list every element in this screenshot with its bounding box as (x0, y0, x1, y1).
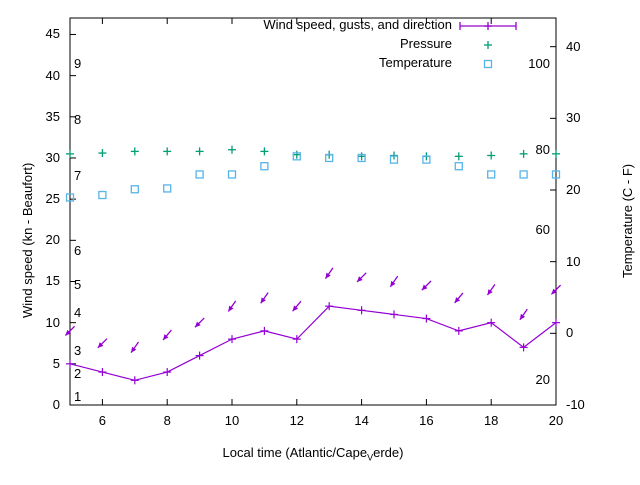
temperature-point-marker (487, 170, 496, 179)
y-axis-label-left: 15 (45, 273, 60, 289)
y-axis-title-right: Temperature (C - F) (620, 163, 635, 278)
wind-direction-arrow-head (325, 272, 331, 279)
y-axis-label-left: 5 (52, 355, 60, 371)
fahrenheit-scale-label: 80 (535, 142, 550, 157)
y-axis-label-right: 10 (566, 253, 581, 269)
wind-direction-arrow-head (228, 305, 234, 312)
x-axis-title: Local time (Atlantic/CapeVerde) (222, 445, 404, 463)
wind-direction-arrow-head (357, 276, 363, 282)
y-axis-label-left: 30 (45, 149, 60, 165)
wind-direction-arrow-head (260, 297, 266, 304)
y-axis-label-right: 30 (566, 110, 581, 126)
x-axis-label: 6 (98, 413, 107, 428)
y-axis-label-left: 0 (52, 397, 60, 412)
temperature-point-marker (292, 152, 301, 161)
plot-border (69, 17, 557, 406)
wind-direction-arrow-head (292, 305, 299, 312)
fahrenheit-scale-label: 20 (535, 372, 550, 387)
beaufort-scale-label: 8 (74, 112, 82, 127)
temperature-point-marker (65, 193, 75, 202)
wind-direction-arrow-head (97, 342, 104, 348)
wind-direction-arrow-head (487, 289, 493, 296)
wind-direction-arrow-head (131, 346, 137, 353)
wind-direction-arrow-head (519, 313, 526, 320)
beaufort-scale-label: 7 (74, 168, 82, 183)
wind-direction-arrow-head (65, 329, 72, 336)
beaufort-scale-label: 6 (74, 243, 82, 258)
y-axis-label-left: 25 (45, 191, 60, 207)
beaufort-scale-label: 3 (74, 343, 82, 358)
temperature-point-marker (195, 170, 204, 179)
y-axis-label-left: 20 (45, 232, 60, 248)
y-axis-label-right: 40 (566, 38, 581, 54)
temperature-point-marker (325, 153, 334, 163)
beaufort-scale-label: 1 (74, 389, 82, 404)
y-axis-title-left: Wind speed (kn - Beaufort) (20, 162, 35, 318)
wind-direction-arrow-head (421, 284, 428, 291)
y-axis-label-right: 0 (566, 325, 574, 341)
y-axis-label-right: -10 (566, 397, 585, 412)
temperature-point-marker (130, 185, 139, 194)
x-axis-label: 18 (483, 413, 499, 428)
y-axis-label-left: 10 (45, 314, 60, 330)
fahrenheit-scale-label: 60 (535, 222, 550, 237)
legend-entry-1: Wind speed, gusts, and direction (263, 17, 452, 32)
y-axis-label-left: 40 (45, 67, 60, 83)
temperature-point-marker (422, 155, 431, 164)
legend-entry-2: Pressure (399, 36, 452, 51)
temperature-point-marker (454, 162, 463, 171)
wind-direction-arrow-head (390, 280, 396, 287)
wind-direction-arrow-head (454, 297, 461, 303)
wind-direction-arrow-head (195, 321, 201, 328)
temperature-point-marker (551, 170, 561, 179)
y-axis-label-right: 20 (566, 182, 581, 197)
temperature-point-marker (389, 155, 399, 164)
x-axis-label: 12 (289, 413, 305, 428)
beaufort-scale-label: 9 (74, 56, 82, 71)
beaufort-scale-label: 5 (74, 277, 82, 292)
wind-speed-line (69, 305, 557, 381)
temperature-point-marker (357, 153, 366, 163)
x-axis-label: 8 (163, 413, 171, 428)
legend-entry-3: Temperature (379, 55, 452, 70)
y-axis-label-left: 35 (45, 108, 60, 124)
temperature-point-marker (260, 162, 269, 171)
beaufort-scale-label: 2 (74, 366, 82, 381)
y-axis-label-left: 45 (45, 26, 60, 42)
temperature-point-marker (98, 190, 107, 200)
beaufort-scale-label: 4 (74, 305, 82, 320)
wind-direction-arrow-head (163, 334, 169, 340)
x-axis-label: 16 (419, 413, 434, 428)
temperature-point-marker (163, 184, 172, 193)
fahrenheit-scale-label: 100 (528, 56, 550, 71)
temperature-point-marker (519, 170, 528, 179)
x-axis-label: 14 (354, 413, 369, 428)
x-axis-label: 10 (224, 413, 240, 428)
legend-temperature-marker (483, 59, 493, 69)
x-axis-label: 20 (548, 413, 564, 428)
wind-direction-arrow-head (551, 288, 558, 295)
temperature-point-marker (227, 170, 237, 179)
